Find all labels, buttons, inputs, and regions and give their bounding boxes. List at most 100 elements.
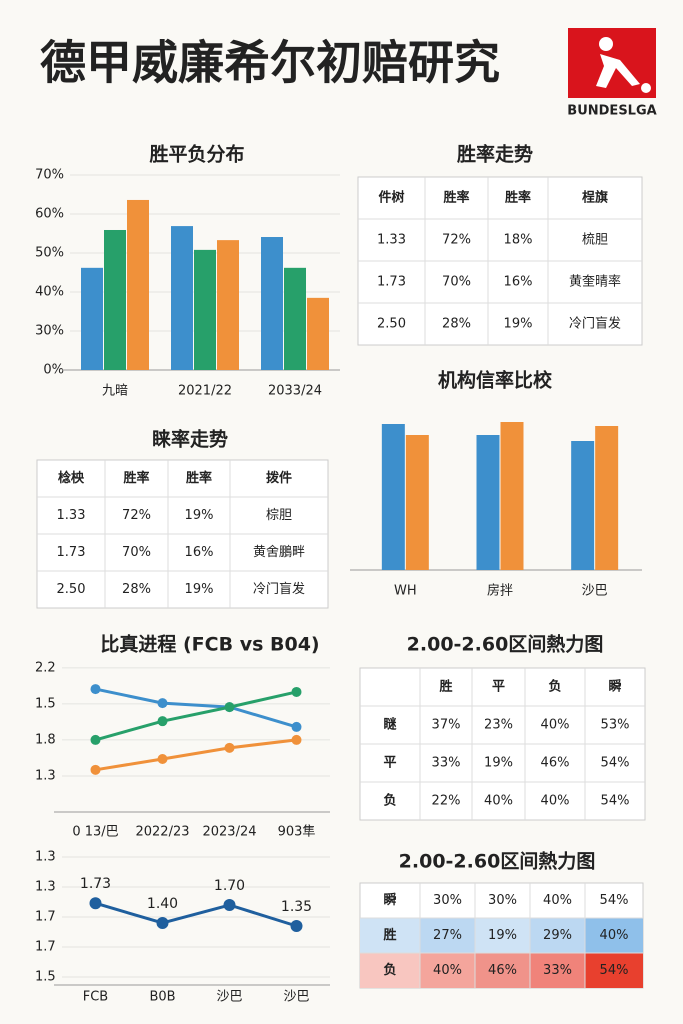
point — [291, 721, 302, 732]
table-cell: 拨件 — [266, 470, 292, 486]
x-tick-label: 房拌 — [487, 583, 513, 599]
point — [224, 742, 235, 753]
table-cell: 37% — [432, 718, 461, 733]
table-cell: 70% — [122, 545, 151, 560]
table-cell: 28% — [442, 317, 471, 332]
bar — [194, 249, 216, 370]
table-cell: 平 — [492, 680, 505, 695]
table-cell: 33% — [543, 963, 572, 978]
table-cell: 46% — [488, 963, 517, 978]
table-cell: 胜率 — [186, 470, 212, 486]
bar — [81, 267, 103, 370]
x-tick-label: 九暗 — [102, 384, 128, 399]
table-cell: 负 — [548, 679, 561, 695]
line — [95, 901, 297, 928]
table-cell: 瞇 — [383, 717, 396, 733]
x-tick-label: 2023/24 — [202, 825, 256, 840]
table-cell: 40% — [541, 718, 570, 733]
x-tick-label: 2022/23 — [135, 825, 189, 840]
table-cell: 22% — [432, 794, 461, 809]
table-cell: 19% — [185, 582, 214, 597]
x-tick-label: 沙巴 — [283, 990, 309, 1005]
bar — [104, 229, 126, 370]
table-cell: 70% — [442, 275, 471, 290]
table-cell: 19% — [484, 756, 513, 771]
point — [90, 684, 101, 695]
y-tick-label: 1.7 — [35, 940, 56, 955]
y-tick-label: 70% — [35, 168, 64, 183]
table-cell: 28% — [122, 582, 151, 597]
x-tick-label: 沙巴 — [582, 584, 608, 599]
table-cell: 18% — [504, 233, 533, 248]
table-cell: 72% — [122, 508, 151, 523]
table-title: 2.00-2.60区间熱力图 — [407, 633, 604, 656]
page-title: 德甲威廉希尔初赔研究 — [40, 36, 500, 90]
table-cell: 负 — [383, 793, 396, 809]
table-cell: 2.50 — [57, 582, 86, 597]
bar — [171, 226, 193, 370]
x-tick-label: 903隼 — [278, 824, 316, 840]
table-cell: 冷门盲发 — [569, 316, 621, 332]
point — [224, 702, 235, 713]
table-cell: 30% — [488, 893, 517, 908]
heat-cell — [360, 953, 420, 988]
table-cell: 54% — [600, 893, 629, 908]
heat-cell — [530, 953, 585, 988]
logo-ball — [641, 83, 651, 93]
bar — [476, 435, 500, 570]
bar — [217, 240, 239, 370]
y-tick-label: 1.7 — [35, 910, 56, 925]
data-label: 1.73 — [80, 876, 111, 892]
bar — [261, 237, 283, 370]
point — [290, 920, 303, 932]
table-cell: 19% — [185, 508, 214, 523]
chart-title: 胜平负分布 — [149, 143, 244, 166]
table-cell: 40% — [433, 963, 462, 978]
line — [95, 690, 297, 742]
bar — [405, 435, 429, 570]
table-cell: 棯柍 — [58, 470, 85, 486]
line — [95, 738, 297, 772]
table-cell: 54% — [601, 794, 630, 809]
y-tick-label: 50% — [35, 246, 64, 261]
table-cell: 棕胆 — [266, 508, 292, 523]
table-cell: 30% — [433, 893, 462, 908]
y-tick-label: 1.3 — [35, 880, 56, 895]
y-tick-label: 1.5 — [35, 696, 56, 711]
table-cell: 负 — [383, 962, 396, 978]
x-tick-label: 2033/24 — [268, 384, 322, 399]
x-tick-label: FCB — [83, 990, 108, 1005]
heat-cell — [530, 918, 585, 953]
table-cell: 33% — [432, 756, 461, 771]
bar — [381, 424, 405, 570]
data-label: 1.40 — [147, 896, 178, 912]
y-tick-label: 1.3 — [35, 850, 56, 865]
table-title: 2.00-2.60区间熱力图 — [399, 850, 596, 873]
line — [95, 687, 297, 729]
y-tick-label: 60% — [35, 207, 64, 222]
table-cell: 黄奎晴率 — [569, 274, 621, 290]
table-cell: 27% — [433, 928, 462, 943]
point — [156, 917, 169, 929]
table-title: 胜率走势 — [457, 143, 533, 166]
table-cell: 16% — [185, 545, 214, 560]
table-cell: 瞬 — [608, 679, 621, 695]
data-label: 1.35 — [281, 899, 312, 915]
bar — [571, 441, 595, 570]
table-cell: 1.73 — [377, 275, 406, 290]
table-cell: 29% — [543, 928, 572, 943]
table-cell: 桯旗 — [582, 190, 608, 206]
table-cell: 23% — [484, 718, 513, 733]
x-tick-label: 沙巴 — [216, 990, 242, 1005]
table-cell: 53% — [601, 718, 630, 733]
data-label: 1.70 — [214, 878, 245, 894]
table-cell: 胜率 — [505, 190, 531, 206]
logo-figure — [599, 37, 613, 51]
point — [223, 899, 236, 911]
table-cell: 1.33 — [377, 233, 406, 248]
heat-cell — [475, 918, 530, 953]
chart-title: 机构信率比校 — [438, 369, 553, 392]
table-cell: 梳胆 — [582, 233, 608, 248]
